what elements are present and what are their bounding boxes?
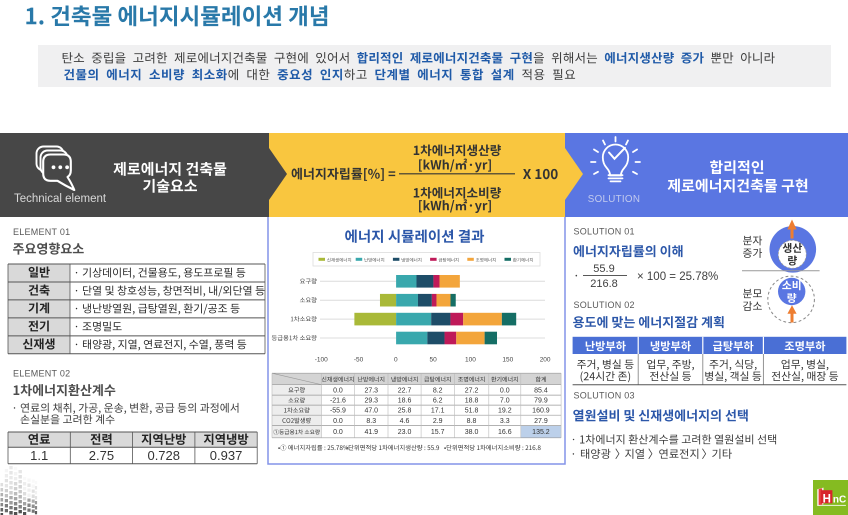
svg-text:× 100 = 25.78%: × 100 = 25.78% — [637, 271, 718, 283]
svg-text:85.4: 85.4 — [534, 387, 548, 394]
svg-text:nC: nC — [833, 495, 846, 506]
svg-text:1.1: 1.1 — [30, 448, 48, 463]
svg-text:SOLUTION 03: SOLUTION 03 — [574, 390, 635, 400]
svg-text:0.0: 0.0 — [500, 387, 510, 394]
svg-text:27.9: 27.9 — [534, 418, 548, 425]
svg-text:0.728: 0.728 — [147, 448, 180, 463]
svg-text:2.75: 2.75 — [89, 448, 114, 463]
svg-text:3.3: 3.3 — [500, 418, 510, 425]
svg-text:51.8: 51.8 — [465, 408, 479, 415]
svg-text:8.8: 8.8 — [467, 418, 477, 425]
svg-text:41.9: 41.9 — [364, 429, 378, 436]
svg-text:7.0: 7.0 — [500, 398, 510, 405]
svg-text:216.8: 216.8 — [590, 278, 618, 290]
svg-text:200: 200 — [540, 357, 551, 364]
svg-text:18.8: 18.8 — [465, 398, 479, 405]
svg-text:0: 0 — [394, 357, 398, 364]
svg-text:25.8: 25.8 — [398, 408, 412, 415]
svg-text:4.6: 4.6 — [400, 418, 410, 425]
svg-text:0.937: 0.937 — [210, 448, 243, 463]
svg-text:-55.9: -55.9 — [330, 408, 346, 415]
svg-text:79.9: 79.9 — [534, 398, 548, 405]
svg-text:135.2: 135.2 — [532, 429, 550, 436]
svg-text:29.3: 29.3 — [364, 398, 378, 405]
svg-text:17.1: 17.1 — [431, 408, 445, 415]
svg-text:150: 150 — [502, 357, 513, 364]
svg-text:27.3: 27.3 — [364, 387, 378, 394]
svg-text:19.2: 19.2 — [498, 408, 512, 415]
svg-text:50: 50 — [430, 357, 438, 364]
svg-text:23.0: 23.0 — [398, 429, 412, 436]
svg-text:6.2: 6.2 — [433, 398, 443, 405]
svg-text:ELEMENT 02: ELEMENT 02 — [13, 369, 70, 379]
svg-text:8.2: 8.2 — [433, 387, 443, 394]
svg-text:15.7: 15.7 — [431, 429, 445, 436]
svg-text:-100: -100 — [315, 357, 328, 364]
svg-text:18.6: 18.6 — [398, 398, 412, 405]
svg-text:0.0: 0.0 — [333, 429, 343, 436]
svg-text:SOLUTION: SOLUTION — [588, 194, 640, 205]
svg-text:-21.6: -21.6 — [330, 398, 346, 405]
svg-text:H: H — [823, 493, 831, 505]
svg-text:160.9: 160.9 — [532, 408, 550, 415]
svg-text:38.0: 38.0 — [465, 429, 479, 436]
svg-text:55.9: 55.9 — [593, 263, 614, 275]
svg-text:0.0: 0.0 — [333, 418, 343, 425]
svg-text:-50: -50 — [354, 357, 364, 364]
svg-text:ELEMENT 01: ELEMENT 01 — [13, 227, 70, 237]
svg-text:16.6: 16.6 — [498, 429, 512, 436]
svg-text:0.0: 0.0 — [333, 387, 343, 394]
svg-text:27.2: 27.2 — [465, 387, 479, 394]
svg-text:8.3: 8.3 — [366, 418, 376, 425]
svg-text:100: 100 — [465, 357, 476, 364]
svg-text:2.9: 2.9 — [433, 418, 443, 425]
svg-text:SOLUTION 02: SOLUTION 02 — [574, 300, 635, 310]
svg-text:SOLUTION 01: SOLUTION 01 — [574, 227, 635, 237]
svg-text:22.7: 22.7 — [398, 387, 412, 394]
svg-text:47.0: 47.0 — [364, 408, 378, 415]
svg-text:Technical element: Technical element — [14, 193, 107, 205]
